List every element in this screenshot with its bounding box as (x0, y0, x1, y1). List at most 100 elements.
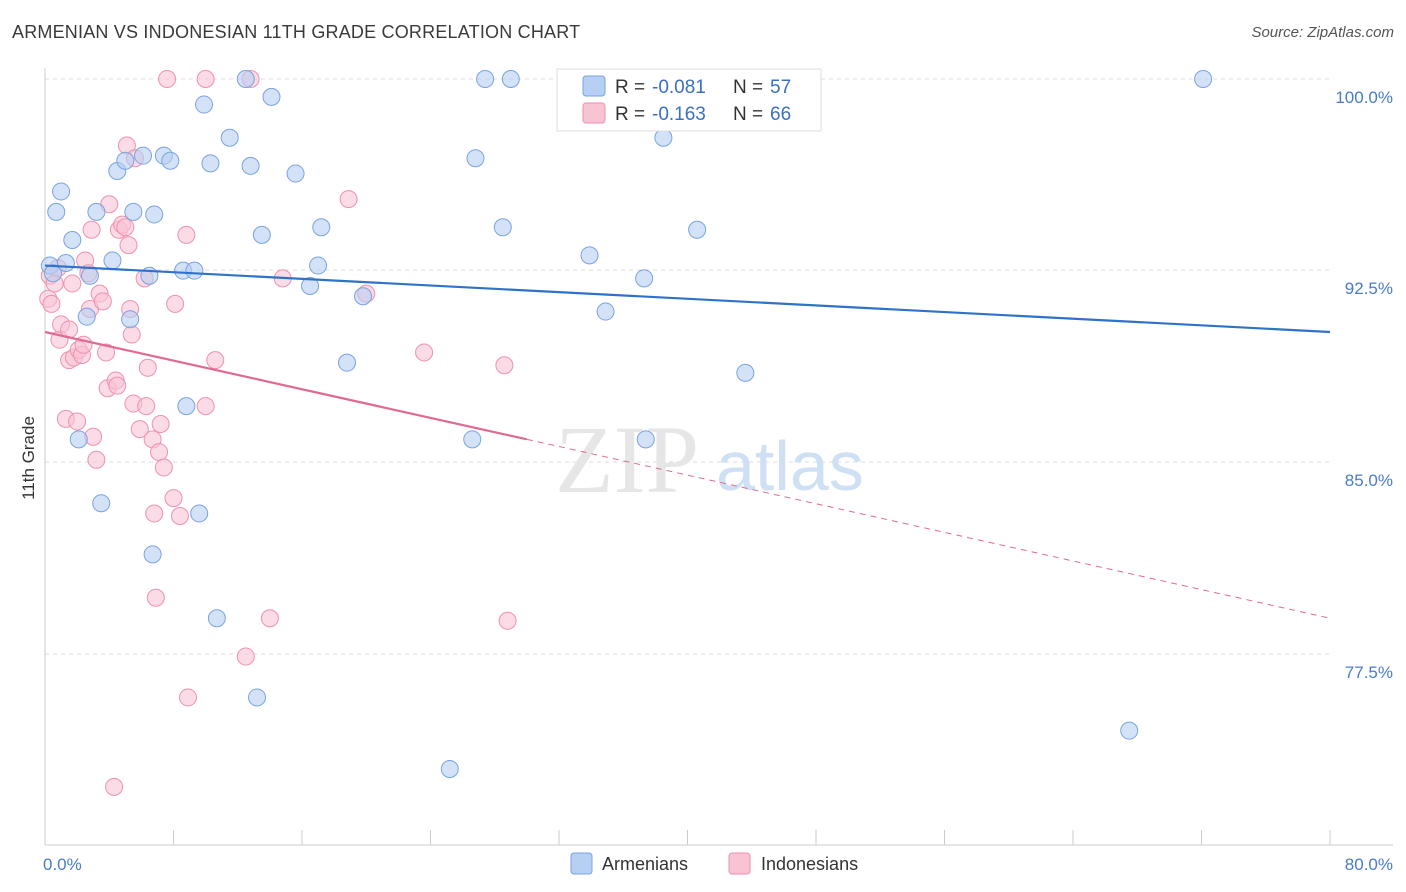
indonesian-point (166, 294, 185, 313)
armenian-point (440, 760, 459, 778)
indonesian-point (196, 397, 215, 416)
watermark-atlas: atlas (716, 427, 864, 505)
bottom-legend-indonesian-label: Indonesians (761, 854, 858, 874)
indonesian-point (122, 325, 141, 344)
armenian-point (124, 202, 143, 221)
armenian-point (580, 246, 599, 265)
armenian-point (286, 164, 305, 183)
armenian-point (354, 287, 373, 306)
indonesian-point (178, 688, 197, 707)
armenian-point (635, 269, 654, 288)
armenian-point (143, 545, 162, 564)
indonesian-point (170, 507, 189, 525)
armenian-point (44, 264, 63, 283)
armenian-point (121, 310, 140, 329)
armenian-point (596, 302, 615, 321)
indonesian-point (206, 351, 225, 370)
indonesian-point (82, 220, 101, 239)
armenian-points (40, 70, 1213, 778)
armenian-point (1194, 70, 1213, 88)
armenian-point (207, 609, 226, 628)
indonesian-points (39, 70, 517, 796)
indonesian-point (93, 292, 112, 311)
legend-armenian-n-value: 57 (770, 77, 791, 98)
armenian-point (145, 205, 164, 224)
indonesian-point (415, 343, 434, 362)
armenian-point (177, 397, 196, 416)
indonesian-point (138, 358, 157, 377)
legend-indonesian-n-value: 66 (770, 104, 791, 125)
legend-indonesian-n-label: N = (733, 104, 763, 125)
armenian-point (52, 182, 71, 201)
indonesian-trend-extension (526, 438, 1331, 619)
source-label: Source: ZipAtlas.com (1251, 24, 1394, 41)
indonesian-point (495, 356, 514, 375)
y-axis-label: 11th Grade (19, 416, 38, 500)
armenian-point (116, 151, 135, 170)
trend-lines (44, 264, 1331, 619)
armenian-point (262, 87, 281, 106)
indonesian-point (177, 225, 196, 244)
armenian-point (47, 202, 66, 221)
indonesian-point (137, 397, 156, 416)
armenian-point (493, 218, 512, 237)
indonesian-point (260, 609, 279, 628)
x-tick-label: 80.0% (1345, 855, 1393, 874)
armenian-trend-line (44, 264, 1331, 334)
armenian-point (636, 430, 655, 449)
indonesian-point (105, 777, 124, 796)
indonesian-point (151, 415, 170, 433)
watermark-zip: ZIP (555, 406, 699, 513)
indonesian-point (498, 611, 517, 630)
indonesian-point (87, 450, 106, 469)
y-tick-label: 92.5% (1345, 279, 1393, 298)
armenian-point (301, 277, 320, 295)
watermark: ZIP atlas (555, 406, 864, 513)
legend-indonesian-r-label: R = (615, 104, 645, 125)
armenian-point (736, 363, 755, 382)
armenian-point (241, 156, 260, 175)
armenian-point (69, 430, 88, 449)
indonesian-point (196, 70, 215, 88)
indonesian-point (164, 489, 183, 508)
armenian-point (236, 70, 255, 88)
armenian-point (312, 218, 331, 237)
indonesian-point (108, 376, 127, 395)
armenian-point (201, 154, 220, 173)
correlation-legend: R = -0.081 N = 57 R = -0.163 N = 66 (556, 68, 822, 132)
grid-lines (45, 78, 1330, 655)
legend-indonesian-r-value: -0.163 (652, 104, 706, 125)
armenian-point (248, 688, 267, 707)
armenian-point (195, 95, 214, 114)
axes: 100.0% 92.5% 85.0% 77.5% 0.0% 80.0% (43, 68, 1393, 874)
indonesian-point (116, 218, 135, 237)
chart-title: ARMENIAN VS INDONESIAN 11TH GRADE CORREL… (12, 22, 581, 42)
armenian-point (92, 494, 111, 513)
bottom-legend-indonesian-swatch (728, 852, 751, 875)
bottom-legend-armenian-label: Armenians (602, 854, 688, 874)
legend-armenian-n-label: N = (733, 77, 763, 98)
indonesian-point (154, 458, 173, 477)
bottom-legend-armenian-swatch (570, 852, 593, 875)
armenian-point (654, 128, 673, 147)
armenian-point (476, 70, 495, 88)
legend-armenian-r-value: -0.081 (652, 77, 706, 98)
armenian-point (103, 251, 122, 270)
indonesian-point (63, 274, 82, 293)
armenian-point (161, 151, 180, 170)
armenian-point (501, 70, 520, 88)
armenian-point (80, 266, 99, 285)
armenian-point (252, 225, 271, 244)
indonesian-point (145, 504, 164, 523)
legend-indonesian-swatch (582, 102, 606, 124)
indonesian-point (119, 236, 138, 255)
indonesian-point (42, 294, 61, 313)
armenian-point (466, 149, 485, 168)
armenian-point (190, 504, 209, 523)
armenian-point (309, 256, 328, 275)
y-tick-label: 85.0% (1345, 471, 1393, 490)
indonesian-point (68, 412, 87, 431)
armenian-point (1120, 721, 1139, 740)
legend-armenian-r-label: R = (615, 77, 645, 98)
